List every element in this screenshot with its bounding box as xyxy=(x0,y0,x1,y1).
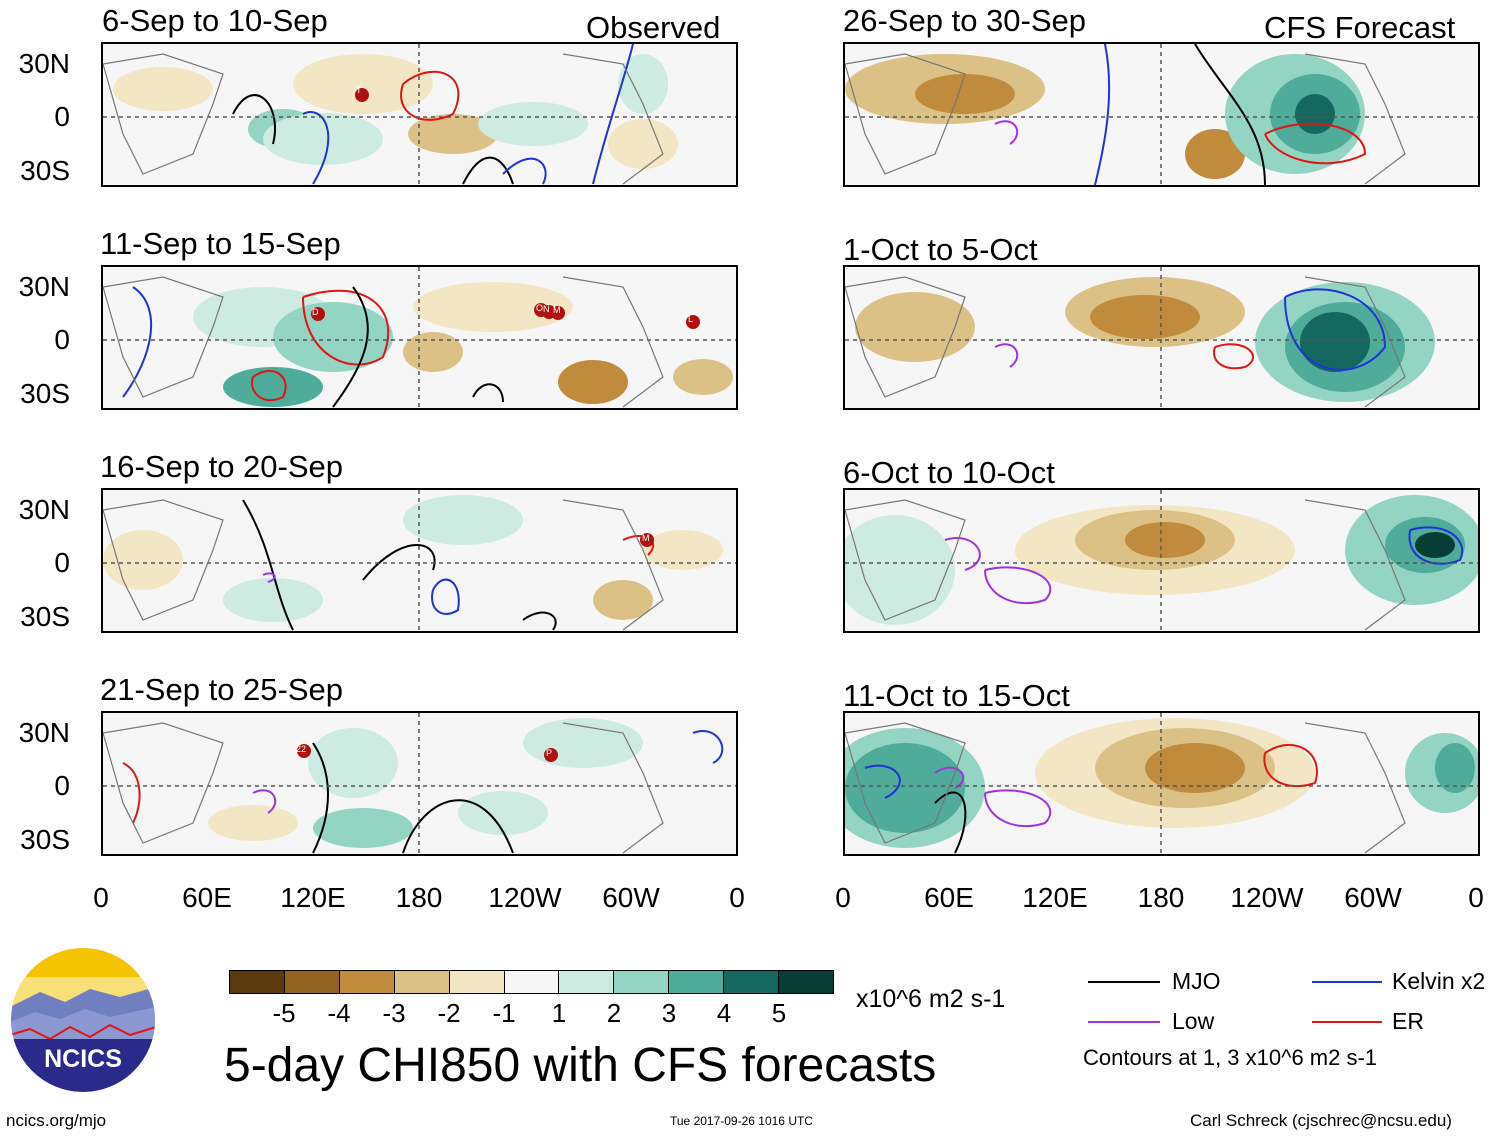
storm-label: N xyxy=(543,304,550,314)
legend-label-mjo: MJO xyxy=(1172,968,1221,994)
lat-label: 0 xyxy=(54,770,70,801)
lat-label: 30N xyxy=(18,48,70,79)
lat-label: 0 xyxy=(54,101,70,132)
colorbar-tick-label: -1 xyxy=(492,998,516,1028)
lon-label: 120W xyxy=(1230,882,1304,913)
footer-timestamp: Tue 2017-09-26 1016 UTC xyxy=(670,1114,813,1128)
footer-author: Carl Schreck (cjschrec@ncsu.edu) xyxy=(1190,1111,1452,1130)
lat-label: 30S xyxy=(20,378,70,409)
map-panel xyxy=(843,488,1480,633)
map-panel xyxy=(101,42,738,187)
colorbar-swatch xyxy=(449,971,505,993)
lon-label: 0 xyxy=(93,882,109,913)
lon-label: 60W xyxy=(1344,882,1402,913)
panel-title: 16-Sep to 20-Sep xyxy=(100,449,344,484)
colorbar-tick-label: 2 xyxy=(606,998,622,1028)
colorbar-tick-label: 4 xyxy=(716,998,732,1028)
storm-label: M xyxy=(553,305,561,315)
map-panel xyxy=(843,711,1480,856)
lon-label: 120E xyxy=(280,882,346,913)
observed-label: Observed xyxy=(586,10,721,45)
lat-label: 0 xyxy=(54,547,70,578)
lat-label: 30N xyxy=(18,717,70,748)
lon-label: 60W xyxy=(602,882,660,913)
colorbar-swatch xyxy=(230,971,285,993)
colorbar-swatch xyxy=(284,971,340,993)
lon-label: 120E xyxy=(1022,882,1088,913)
logo-text: NCICS xyxy=(44,1045,122,1073)
colorbar-tick-label: -3 xyxy=(382,998,406,1028)
colorbar-swatch xyxy=(504,971,560,993)
colorbar-tick-label: 1 xyxy=(551,998,567,1028)
legend-swatch-kelvin xyxy=(1312,981,1382,983)
map-panel xyxy=(101,488,738,633)
colorbar-units: x10^6 m2 s-1 xyxy=(856,985,1006,1013)
colorbar-swatch xyxy=(339,971,395,993)
panel-title: 11-Oct to 15-Oct xyxy=(843,678,1070,713)
map-panel xyxy=(101,711,738,856)
legend-swatch-low xyxy=(1088,1021,1160,1023)
cfs-forecast-label: CFS Forecast xyxy=(1264,10,1456,45)
lon-label: 0 xyxy=(729,882,745,913)
colorbar xyxy=(229,970,834,994)
storm-label: P xyxy=(546,748,553,758)
colorbar-swatch xyxy=(394,971,450,993)
contour-note: Contours at 1, 3 x10^6 m2 s-1 xyxy=(1083,1045,1378,1070)
lat-label: 30N xyxy=(18,271,70,302)
lat-label: 30N xyxy=(18,494,70,525)
colorbar-tick-label: -2 xyxy=(437,998,461,1028)
lon-label: 60E xyxy=(182,882,232,913)
panel-title: 1-Oct to 5-Oct xyxy=(843,232,1038,267)
lon-label: 120W xyxy=(488,882,562,913)
lon-label: 0 xyxy=(1468,882,1484,913)
lat-label: 30S xyxy=(20,155,70,186)
map-panel xyxy=(843,265,1480,410)
colorbar-swatch xyxy=(669,971,725,993)
panel-title: 6-Oct to 10-Oct xyxy=(843,455,1055,490)
lat-label: 30S xyxy=(20,824,70,855)
colorbar-swatch xyxy=(559,971,615,993)
footer-url: ncics.org/mjo xyxy=(6,1111,107,1130)
legend-swatch-er xyxy=(1312,1021,1382,1023)
panel-title: 6-Sep to 10-Sep xyxy=(102,3,328,38)
colorbar-tick-label: 3 xyxy=(661,998,677,1028)
storm-label: M xyxy=(642,533,650,543)
colorbar-swatch xyxy=(779,971,833,993)
storm-label: T xyxy=(356,85,362,95)
colorbar-tick-label: -4 xyxy=(327,998,351,1028)
storm-label: L xyxy=(688,314,694,324)
legend-label-er: ER xyxy=(1392,1008,1424,1034)
lon-label: 180 xyxy=(1137,882,1185,913)
panel-title: 21-Sep to 25-Sep xyxy=(100,672,344,707)
main-title: 5-day CHI850 with CFS forecasts xyxy=(224,1039,937,1092)
map-panel xyxy=(843,42,1480,187)
lon-label: 60E xyxy=(924,882,974,913)
colorbar-swatch xyxy=(614,971,670,993)
map-panel xyxy=(101,265,738,410)
lat-label: 0 xyxy=(54,324,70,355)
legend-label-kelvin: Kelvin x2 xyxy=(1392,968,1486,994)
storm-label: D xyxy=(312,307,319,317)
panel-title: 11-Sep to 15-Sep xyxy=(100,226,341,261)
panel-title: 26-Sep to 30-Sep xyxy=(843,3,1087,38)
colorbar-tick-label: 5 xyxy=(771,998,787,1028)
legend-swatch-mjo xyxy=(1088,981,1160,983)
lon-label: 0 xyxy=(835,882,851,913)
legend-label-low: Low xyxy=(1172,1008,1215,1034)
ncics-logo: NCICS xyxy=(10,947,156,1093)
storm-label: O xyxy=(536,303,544,313)
storm-label: 22 xyxy=(296,744,307,754)
colorbar-tick-label: -5 xyxy=(272,998,296,1028)
lon-label: 180 xyxy=(395,882,443,913)
colorbar-swatch xyxy=(724,971,780,993)
lat-label: 30S xyxy=(20,601,70,632)
